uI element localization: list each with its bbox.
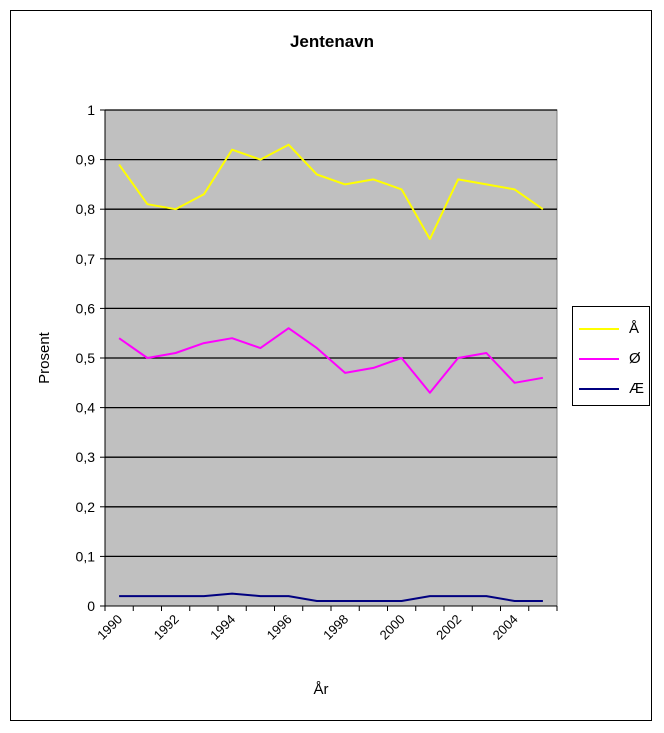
legend-swatch-o-slash [579,358,619,360]
y-tick-label: 0,9 [76,152,96,168]
chart-title: Jentenavn [289,32,375,51]
legend-label-o-slash: Ø [629,350,641,367]
y-tick-label: 0,8 [76,201,96,217]
legend-item-a-ring: Å [579,319,649,339]
y-tick-label: 0,7 [76,251,96,267]
x-tick-label: 1990 [94,612,125,643]
x-axis-title: År [314,681,329,698]
x-tick-label: 1998 [320,612,351,643]
y-tick-label: 0,5 [76,350,96,366]
x-tick-label: 1994 [207,612,238,643]
y-tick-label: 0,4 [76,400,96,416]
y-tick-label: 1 [87,102,95,118]
series-line-2 [119,592,543,602]
x-tick-label: 2002 [433,612,464,643]
x-tick-label: 1992 [151,612,182,643]
legend-item-o-slash: Ø [579,349,649,369]
series-line-0 [118,143,544,240]
x-tick-label: 1996 [264,612,295,643]
x-tick-label: 2000 [377,612,408,643]
legend-swatch-ae [579,388,619,390]
x-tick-label: 2004 [490,612,521,643]
y-tick-label: 0,3 [76,449,96,465]
y-tick-label: 0,6 [76,300,96,316]
y-axis-title: Prosent [36,331,53,384]
legend-swatch-a-ring [579,328,619,330]
y-tick-label: 0 [87,598,95,614]
series-line-1 [118,327,544,394]
legend-label-ae: Æ [629,380,644,397]
y-tick-label: 0,2 [76,499,96,515]
legend-label-a-ring: Å [629,320,640,337]
legend-item-ae: Æ [579,379,649,399]
legend: Å Ø Æ [572,306,650,406]
y-tick-label: 0,1 [76,548,96,564]
